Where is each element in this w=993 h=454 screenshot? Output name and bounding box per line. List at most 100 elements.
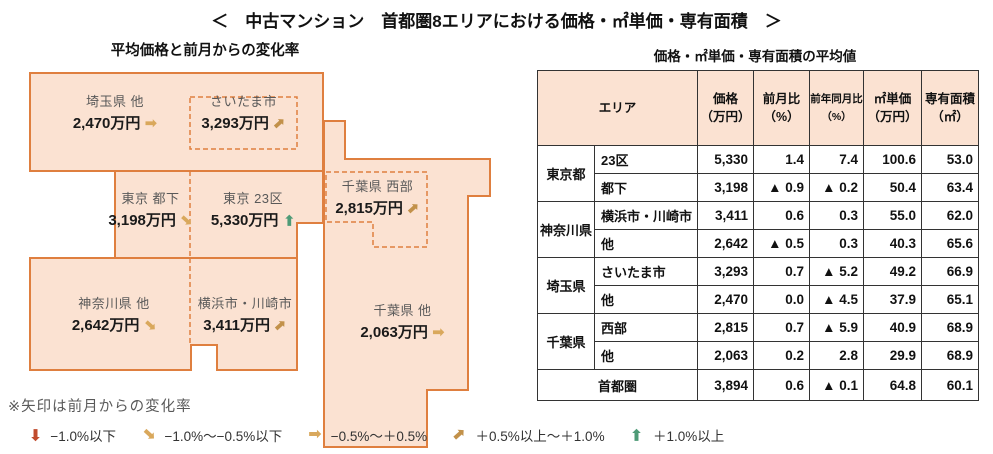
region-value: 3,411万円 (203, 317, 270, 334)
table-row: 都下 3,198 ▲ 0.9 ▲ 0.2 50.4 63.4 (538, 173, 979, 202)
region-tokyo-23: 東京 23区 5,330万円 (192, 189, 314, 234)
map-shape-kanagawa (29, 257, 298, 371)
pref-cell: 千葉県 (537, 313, 595, 370)
trend-arrow-down-right-icon (140, 316, 159, 336)
trend-arrow-up-icon (281, 214, 296, 227)
price-cell: 5,330 (697, 145, 754, 174)
map-subtitle: 平均価格と前月からの変化率 (110, 43, 300, 59)
trend-arrow-up-icon (629, 428, 645, 441)
region-value: 3,293万円 (201, 115, 269, 132)
col-header-area: エリア (537, 70, 698, 146)
size-cell: 62.0 (921, 201, 979, 230)
unit-cell: 49.2 (863, 257, 922, 286)
area-cell: さいたま市 (594, 257, 698, 286)
pref-cell: 埼玉県 (537, 257, 595, 314)
unit-cell: 29.9 (863, 341, 922, 370)
trend-arrow-up-right-icon (270, 114, 289, 134)
yoy-cell: ▲ 0.2 (809, 173, 864, 202)
region-value: 5,330万円 (210, 212, 279, 229)
price-cell: 2,815 (697, 313, 754, 342)
unit-cell: 50.4 (863, 173, 922, 202)
col-header-unit: ㎡単価 （万円） (863, 70, 922, 146)
legend-label: −1.0%～−0.5%以下 (164, 429, 283, 444)
region-name: 東京 23区 (222, 191, 284, 206)
region-saitama-city: さいたま市 3,293万円 (192, 92, 295, 137)
legend-item: −1.0%～−0.5%以下 (142, 425, 282, 445)
page-title: ＜ 中古マンション 首都圏8エリアにおける価格・㎡単価・専有面積 ＞ (211, 12, 782, 31)
area-cell: 西部 (594, 313, 698, 342)
pref-cell: 東京都 (537, 145, 595, 202)
area-cell: 都下 (594, 173, 698, 202)
region-chiba-other: 千葉県 他 2,063万円 (340, 301, 465, 346)
trend-arrow-flat-icon (145, 116, 158, 131)
total-label-cell: 首都圏 (537, 369, 698, 401)
price-cell: 3,293 (697, 257, 754, 286)
mom-cell: 0.6 (753, 369, 810, 401)
table-row: 東京都 23区 5,330 1.4 7.4 100.6 53.0 (537, 145, 979, 202)
map-shape-chiba (323, 120, 491, 448)
map-shape-chiba-west (325, 171, 428, 248)
yoy-cell: ▲ 5.2 (809, 257, 864, 286)
mom-cell: 0.6 (753, 201, 810, 230)
trend-arrow-up-right-icon (271, 316, 290, 336)
area-cell: 他 (594, 285, 698, 314)
col-header-yoy: 前年同月比 （%） (809, 70, 864, 146)
unit-cell: 100.6 (863, 145, 922, 174)
trend-legend: −1.0%以下 −1.0%～−0.5%以下 −0.5%～＋0.5% ＋0.5%以… (28, 425, 750, 445)
region-name: 千葉県 西部 (341, 179, 414, 194)
legend-label: ＋0.5%以上～＋1.0% (475, 429, 605, 444)
unit-cell: 37.9 (863, 285, 922, 314)
region-value: 2,642万円 (71, 317, 140, 334)
region-kanagawa-other: 神奈川県 他 2,642万円 (40, 294, 188, 339)
size-cell: 66.9 (921, 257, 979, 286)
legend-item: ＋0.5%以上～＋1.0% (453, 425, 605, 445)
region-name: 東京 都下 (121, 191, 180, 206)
region-value: 2,815万円 (335, 200, 403, 217)
region-value: 2,063万円 (360, 324, 428, 341)
price-cell: 3,198 (697, 173, 754, 202)
table-row: 他 2,642 ▲ 0.5 0.3 40.3 65.6 (538, 229, 979, 258)
trend-arrow-up-right-icon (404, 199, 423, 219)
region-value: 3,198万円 (108, 212, 176, 229)
yoy-cell: 0.3 (809, 229, 864, 258)
trend-arrow-down-right-icon (138, 425, 159, 446)
legend-label: −0.5%～＋0.5% (330, 429, 428, 444)
table-row: 他 2,470 0.0 ▲ 4.5 37.9 65.1 (538, 285, 979, 314)
area-cell: 他 (594, 229, 698, 258)
region-name: 埼玉県 他 (85, 94, 145, 109)
legend-item: ＋1.0%以上 (629, 425, 725, 445)
legend-item: −0.5%～＋0.5% (308, 425, 427, 445)
table-row: 千葉県 西部 2,815 0.7 ▲ 5.9 40.9 68.9 (537, 313, 979, 370)
price-cell: 3,894 (697, 369, 754, 401)
table-subtitle: 価格・㎡単価・専有面積の平均値 (653, 49, 857, 64)
trend-arrow-down-icon (27, 428, 43, 441)
table-row: 神奈川県 横浜市・川崎市 3,411 0.6 0.3 55.0 62.0 (537, 201, 979, 258)
col-header-mom: 前月比 （%） (753, 70, 810, 146)
price-cell: 2,470 (697, 285, 754, 314)
region-saitama-other: 埼玉県 他 2,470万円 (45, 92, 185, 137)
region-name: 神奈川県 他 (78, 296, 150, 311)
col-header-price: 価格 （万円） (697, 70, 754, 146)
table-row: 他 2,063 0.2 2.8 29.9 68.9 (538, 341, 979, 370)
map-shape-saitama-city (189, 96, 298, 150)
mom-cell: 0.2 (753, 341, 810, 370)
table-total-row: 首都圏 3,894 0.6 ▲ 0.1 64.8 60.1 (537, 369, 979, 401)
mom-cell: 1.4 (753, 145, 810, 174)
yoy-cell: ▲ 5.9 (809, 313, 864, 342)
size-cell: 65.1 (921, 285, 979, 314)
size-cell: 68.9 (921, 341, 979, 370)
price-cell: 2,063 (697, 341, 754, 370)
region-tokyo-tama: 東京 都下 3,198万円 (98, 189, 203, 234)
area-cell: 23区 (594, 145, 698, 174)
yoy-cell: 7.4 (809, 145, 864, 174)
legend-item: −1.0%以下 (28, 425, 116, 445)
map-note: ※矢印は前月からの変化率 (8, 399, 192, 415)
mom-cell: ▲ 0.9 (753, 173, 810, 202)
region-name: さいたま市 (209, 94, 278, 109)
col-header-size: 専有面積 （㎡） (921, 70, 979, 146)
region-yokohama-kawasaki: 横浜市・川崎市 3,411万円 (192, 294, 298, 339)
legend-label: ＋1.0%以上 (652, 429, 725, 444)
size-cell: 65.6 (921, 229, 979, 258)
region-value: 2,470万円 (72, 115, 141, 132)
